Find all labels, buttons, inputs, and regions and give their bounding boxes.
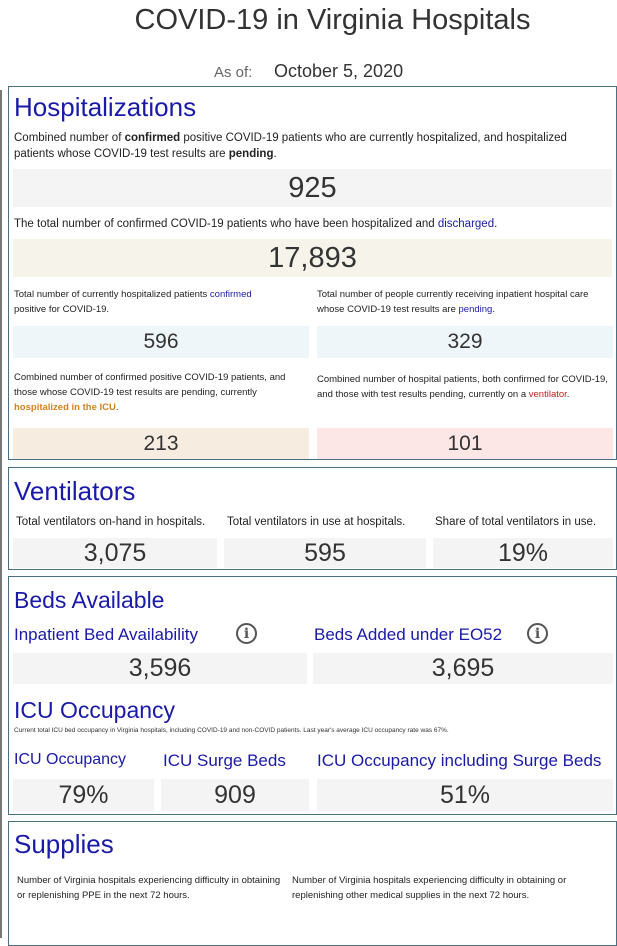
supplies-panel: Supplies Number of Virginia hospitals ex… [8,821,617,946]
ventilators-title: Ventilators [14,476,136,506]
icu-occupancy-label: ICU Occupancy [14,751,127,768]
icu-occupancy-title: ICU Occupancy [14,697,176,723]
combined-hospitalized-desc: Combined number of confirmed positive CO… [14,132,567,160]
icu-hospitalized-value: 213 [13,428,309,459]
ventilators-panel: Ventilators Total ventilators on-hand in… [8,467,617,570]
beds-panel: Beds Available Inpatient Bed Availabilit… [8,576,617,815]
pending-desc: Total number of people currently receivi… [317,289,589,315]
ventilators-on-hand-label: Total ventilators on-hand in hospitals. [16,516,206,528]
ventilators-in-use-value: 595 [224,538,426,568]
icu-hospitalized-desc: Combined number of confirmed positive CO… [14,372,286,413]
icu-occupancy-desc: Current total ICU bed occupancy in Virgi… [14,727,449,734]
supplies-title: Supplies [14,829,114,859]
eo52-beds-label: Beds Added under EO52 [314,625,503,644]
icu-incl-surge-label: ICU Occupancy including Surge Beds [317,751,602,770]
ventilator-patients-value: 101 [317,428,613,459]
other-supplies-desc: Number of Virginia hospitals experiencin… [292,875,567,901]
eo52-beds-value: 3,695 [313,653,613,684]
ppe-supplies-desc: Number of Virginia hospitals experiencin… [17,875,281,901]
icu-incl-surge-value: 51% [317,779,613,811]
beds-title: Beds Available [14,587,165,613]
ventilators-in-use-label: Total ventilators in use at hospitals. [227,516,406,528]
ventilators-share-value: 19% [433,538,613,568]
as-of-date: October 5, 2020 [274,61,404,81]
ventilator-patients-desc: Combined number of hospital patients, bo… [317,374,608,400]
ventilators-share-label: Share of total ventilators in use. [435,516,597,528]
as-of-label: As of: [214,64,253,81]
ventilators-on-hand-value: 3,075 [13,538,217,568]
info-icon[interactable]: i [236,623,257,644]
page-title: COVID-19 in Virginia Hospitals [134,4,531,36]
inpatient-bed-value: 3,596 [13,653,307,684]
inpatient-bed-label: Inpatient Bed Availability [14,625,198,644]
icu-surge-label: ICU Surge Beds [163,751,286,770]
confirmed-desc: Total number of currently hospitalized p… [14,289,252,315]
icu-occupancy-value: 79% [13,779,154,811]
combined-hospitalized-value: 925 [13,169,612,207]
hospitalizations-panel: Hospitalizations Combined number of conf… [8,86,617,460]
pending-value: 329 [317,326,613,358]
icu-surge-value: 909 [161,779,309,811]
hospitalizations-title: Hospitalizations [14,92,197,122]
info-icon[interactable]: i [527,623,548,644]
confirmed-value: 596 [13,326,309,358]
left-edge-bar [0,90,2,938]
discharged-desc: The total number of confirmed COVID-19 p… [14,218,498,230]
discharged-value: 17,893 [13,239,612,277]
